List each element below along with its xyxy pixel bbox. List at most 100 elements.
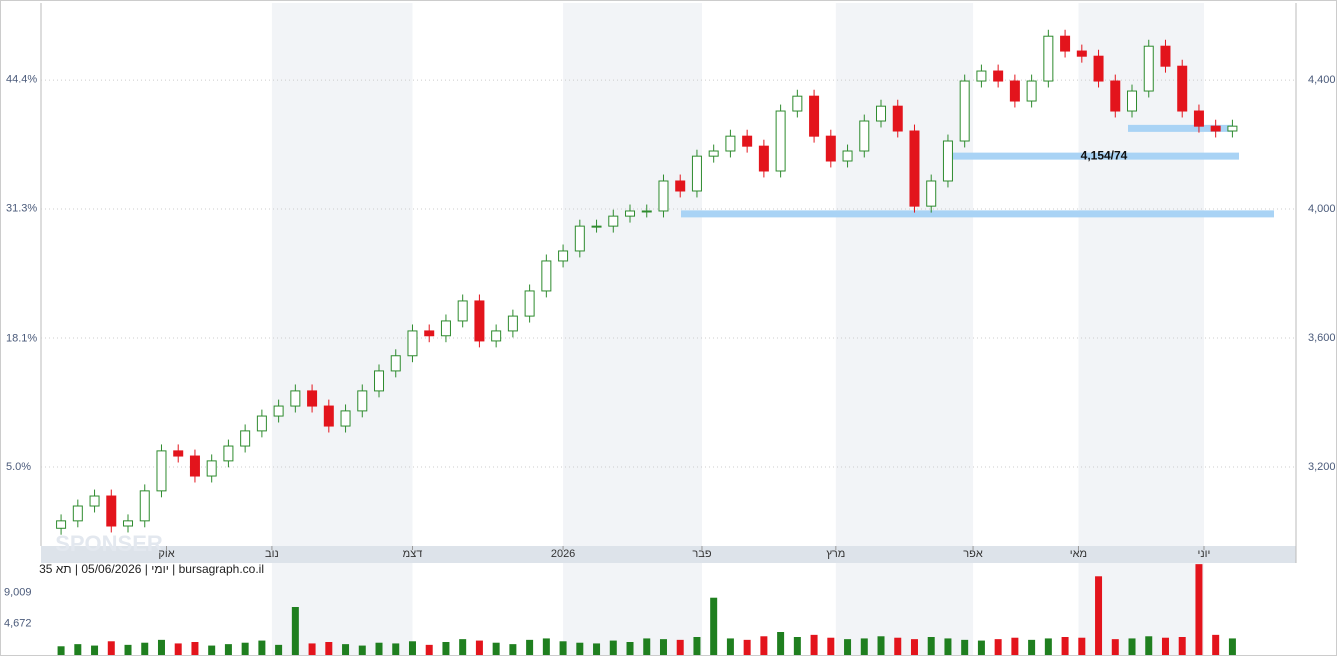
candle-body [390, 355, 401, 372]
volume-bar [91, 645, 99, 655]
candle-body [976, 70, 987, 82]
volume-bar [124, 644, 132, 655]
candle-body [842, 150, 853, 162]
candle-body [959, 80, 970, 142]
candle-body [1210, 125, 1221, 132]
candle-body [625, 210, 636, 217]
candle-body [1026, 80, 1037, 102]
volume-bar [894, 637, 902, 655]
candle-body [1110, 80, 1121, 112]
x-tick-label: מרץ [826, 548, 845, 560]
x-axis-strip [41, 546, 1296, 563]
y-tick-label: 3,200 [1308, 461, 1336, 473]
volume-bar [308, 643, 316, 655]
x-tick-label: יוני [1198, 548, 1211, 560]
candle-body [1043, 35, 1054, 82]
volume-bar [793, 637, 801, 655]
volume-bar [241, 642, 249, 655]
x-tick-label: מאי [1070, 548, 1087, 560]
candle-body [156, 450, 167, 492]
candle-body [123, 520, 134, 527]
volume-bar [408, 641, 416, 655]
y-tick-label: 4,400 [1308, 74, 1336, 86]
candle-body [340, 410, 351, 427]
candle-body [407, 330, 418, 357]
candle-body [1127, 90, 1138, 112]
candle-body [574, 225, 585, 252]
candle-body [725, 135, 736, 152]
volume-bar [174, 643, 182, 655]
candle-body [541, 260, 552, 292]
candle-body [1076, 50, 1087, 57]
volume-bar [609, 640, 617, 655]
x-tick-label: פבר [692, 548, 711, 560]
candle-body [859, 120, 870, 152]
candle-body [1060, 35, 1071, 52]
candle-body [189, 455, 200, 477]
candle-body [1160, 45, 1171, 67]
volume-bar [977, 640, 985, 655]
candle-body [1227, 125, 1238, 132]
volume-bar [526, 639, 534, 655]
volume-bar [1161, 637, 1169, 655]
volume-bar [559, 641, 567, 655]
candle-body [775, 110, 786, 172]
candle-body [56, 520, 67, 529]
y2-tick-label: 5.0% [6, 461, 31, 473]
candle-body [742, 135, 753, 147]
volume-bar [57, 646, 65, 655]
volume-bar [157, 639, 165, 655]
y-tick-label: 3,600 [1308, 332, 1336, 344]
volume-bar [1044, 638, 1052, 655]
candle-body [658, 180, 669, 212]
y2-tick-label: 31.3% [6, 202, 37, 214]
volume-bar [726, 638, 734, 655]
volume-bar [844, 639, 852, 655]
volume-bar [944, 638, 952, 655]
volume-bar [342, 644, 350, 655]
volume-bar [258, 640, 266, 655]
candle-body [608, 215, 619, 227]
candle-body [993, 70, 1004, 82]
volume-bar [325, 642, 333, 655]
volume-bar [1178, 637, 1186, 655]
candle-body [1009, 80, 1020, 102]
volume-bar [1078, 637, 1086, 655]
volume-bar [626, 642, 634, 655]
caption: יומי | 05/06/2026 | תא 35 | bursagraph.c… [39, 562, 264, 576]
volume-bar [74, 644, 82, 655]
volume-bar [224, 644, 232, 655]
candle-body [942, 140, 953, 182]
volume-bar [459, 639, 467, 655]
candle-body [909, 130, 920, 207]
y2-tick-label: 18.1% [6, 332, 37, 344]
candle-body [374, 370, 385, 392]
volume-bar [910, 639, 918, 655]
volume-bar [593, 643, 601, 655]
volume-bar [1095, 576, 1103, 655]
month-band [835, 3, 974, 546]
candle-body [424, 330, 435, 337]
volume-bar [1195, 564, 1203, 655]
volume-bar [994, 639, 1002, 655]
candle-body [173, 450, 184, 457]
candle-body [440, 320, 451, 337]
candle-body [792, 95, 803, 112]
volume-bar [1028, 639, 1036, 655]
candle-body [926, 180, 937, 207]
candle-body [206, 460, 217, 477]
bands [271, 3, 1204, 655]
candle-body [307, 390, 318, 407]
volume-bar [492, 642, 500, 655]
volume-bar [1145, 636, 1153, 655]
candle-body [1193, 110, 1204, 127]
volume-bar [659, 639, 667, 655]
candle-body [491, 330, 502, 342]
candle-body [273, 405, 284, 417]
month-band [835, 563, 974, 655]
volume-bar [542, 638, 550, 655]
volume-bar [1228, 638, 1236, 655]
candle-body [591, 225, 602, 228]
volume-tick-label: 9,009 [4, 587, 32, 599]
